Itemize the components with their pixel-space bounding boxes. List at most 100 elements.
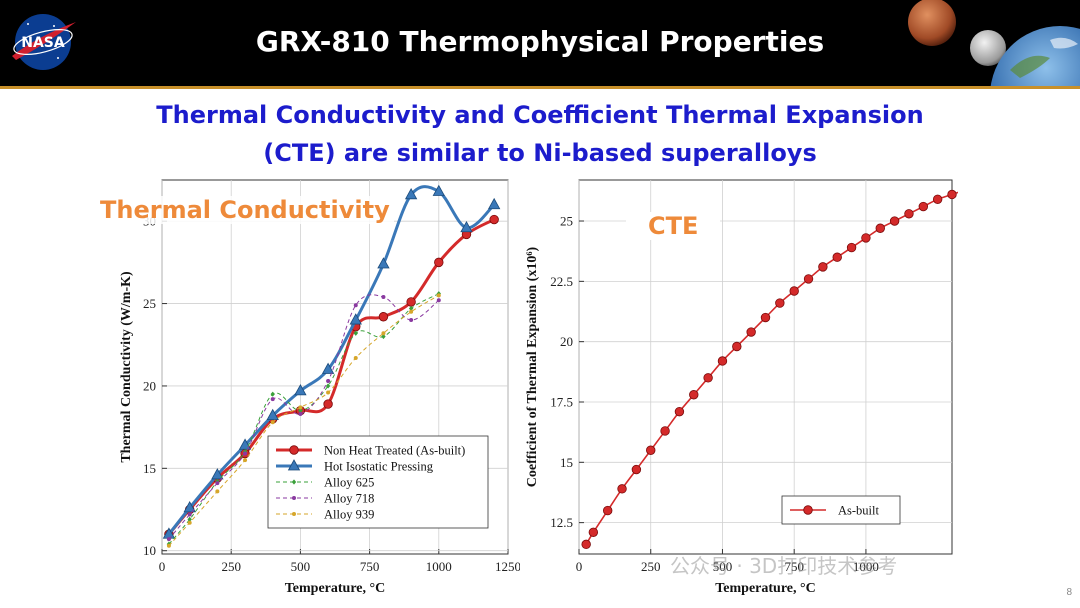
x-tick-label: 1000 bbox=[853, 559, 879, 574]
x-tick-label: 1250 bbox=[495, 559, 520, 574]
data-point bbox=[349, 313, 362, 325]
legend-label: Alloy 625 bbox=[324, 476, 374, 490]
series-alloy-939 bbox=[166, 293, 441, 548]
x-tick-label: 1000 bbox=[426, 559, 452, 574]
series-as-built bbox=[581, 189, 958, 550]
data-point bbox=[377, 257, 390, 269]
data-point bbox=[187, 520, 192, 525]
planets-image bbox=[908, 0, 1080, 86]
data-point bbox=[432, 184, 445, 196]
data-point bbox=[789, 286, 799, 296]
data-point bbox=[298, 405, 303, 410]
x-tick-label: 250 bbox=[221, 559, 241, 574]
legend-marker bbox=[289, 445, 299, 455]
page-title: GRX-810 Thermophysical Properties bbox=[255, 25, 825, 58]
header-bar: NASA GRX-810 Thermophysical Properties bbox=[0, 0, 1080, 86]
data-point bbox=[434, 257, 444, 268]
plot-area bbox=[578, 179, 953, 555]
data-point bbox=[353, 355, 358, 360]
legend-marker bbox=[292, 496, 296, 500]
thermal-conductivity-label: Thermal Conductivity bbox=[96, 196, 394, 224]
data-point bbox=[803, 274, 814, 284]
data-point bbox=[409, 318, 414, 323]
data-point bbox=[323, 399, 333, 409]
y-axis-label: Thermal Conductivity (W/m-K) bbox=[119, 271, 134, 463]
legend-label: Alloy 718 bbox=[324, 492, 374, 506]
y-tick-label: 12.5 bbox=[550, 515, 573, 530]
data-point bbox=[266, 408, 279, 421]
y-tick-label: 25 bbox=[143, 296, 156, 311]
x-tick-label: 0 bbox=[576, 559, 583, 574]
x-tick-label: 0 bbox=[159, 559, 166, 574]
data-point bbox=[904, 209, 914, 219]
legend-marker bbox=[291, 479, 297, 485]
data-point bbox=[215, 489, 220, 494]
data-point bbox=[689, 390, 699, 400]
x-tick-label: 250 bbox=[641, 559, 661, 574]
data-point bbox=[947, 189, 957, 200]
data-point bbox=[187, 516, 192, 523]
logo-text: NASA bbox=[21, 35, 65, 51]
data-point bbox=[436, 293, 441, 298]
x-tick-label: 500 bbox=[291, 559, 311, 574]
legend-label: Non Heat Treated (As-built) bbox=[324, 444, 465, 458]
legend-marker bbox=[803, 505, 813, 515]
y-tick-label: 25 bbox=[560, 214, 573, 229]
data-point bbox=[270, 420, 275, 425]
data-point bbox=[617, 484, 627, 494]
data-point bbox=[703, 373, 713, 383]
data-point bbox=[294, 384, 307, 396]
data-point bbox=[321, 362, 335, 374]
legend-marker bbox=[287, 459, 301, 471]
data-point bbox=[732, 341, 742, 352]
data-point bbox=[183, 501, 196, 513]
legend-label: Alloy 939 bbox=[324, 508, 374, 522]
data-point bbox=[660, 426, 670, 436]
data-point bbox=[381, 294, 386, 299]
data-point bbox=[460, 220, 473, 233]
data-point bbox=[674, 406, 685, 417]
data-point bbox=[775, 298, 785, 308]
data-point bbox=[489, 214, 499, 225]
data-point bbox=[717, 356, 728, 366]
data-point bbox=[409, 309, 414, 314]
data-point bbox=[832, 252, 842, 262]
subtitle-line-2: (CTE) are similar to Ni-based superalloy… bbox=[263, 139, 817, 167]
header-accent-line bbox=[0, 86, 1080, 89]
data-point bbox=[404, 187, 418, 200]
data-point bbox=[932, 194, 943, 205]
data-point bbox=[298, 411, 303, 416]
data-point bbox=[166, 543, 171, 548]
cte-label: CTE bbox=[626, 212, 721, 240]
data-point bbox=[861, 233, 871, 243]
x-axis-label: Temperature, °C bbox=[715, 581, 815, 596]
legend-label: As-built bbox=[838, 504, 880, 518]
data-point bbox=[243, 458, 248, 463]
series-line bbox=[168, 294, 440, 540]
data-point bbox=[406, 297, 416, 307]
y-tick-label: 22.5 bbox=[550, 274, 573, 289]
data-point bbox=[326, 390, 331, 395]
data-point bbox=[436, 298, 441, 303]
y-tick-label: 17.5 bbox=[550, 394, 573, 409]
y-tick-label: 20 bbox=[143, 378, 156, 393]
data-point bbox=[378, 312, 389, 322]
y-tick-label: 10 bbox=[143, 543, 156, 558]
data-point bbox=[760, 312, 771, 323]
data-point bbox=[187, 512, 192, 517]
legend-label: Hot Isostatic Pressing bbox=[324, 460, 434, 474]
data-point bbox=[381, 333, 386, 340]
x-axis-label: Temperature, °C bbox=[285, 581, 385, 596]
cte-chart: 0 250 500 750 1000 12.5 15 17.5 20 22.5 25 Temperat… bbox=[525, 179, 958, 596]
x-tick-label: 500 bbox=[713, 559, 733, 574]
series-alloy-718 bbox=[166, 294, 441, 542]
data-point bbox=[631, 464, 642, 475]
data-point bbox=[270, 397, 275, 402]
data-point bbox=[602, 505, 613, 516]
data-point bbox=[326, 379, 331, 384]
y-tick-label: 15 bbox=[560, 455, 573, 470]
page-number: 8 bbox=[1066, 587, 1072, 598]
data-point bbox=[166, 537, 171, 542]
data-point bbox=[381, 331, 386, 336]
series-line bbox=[168, 294, 440, 547]
